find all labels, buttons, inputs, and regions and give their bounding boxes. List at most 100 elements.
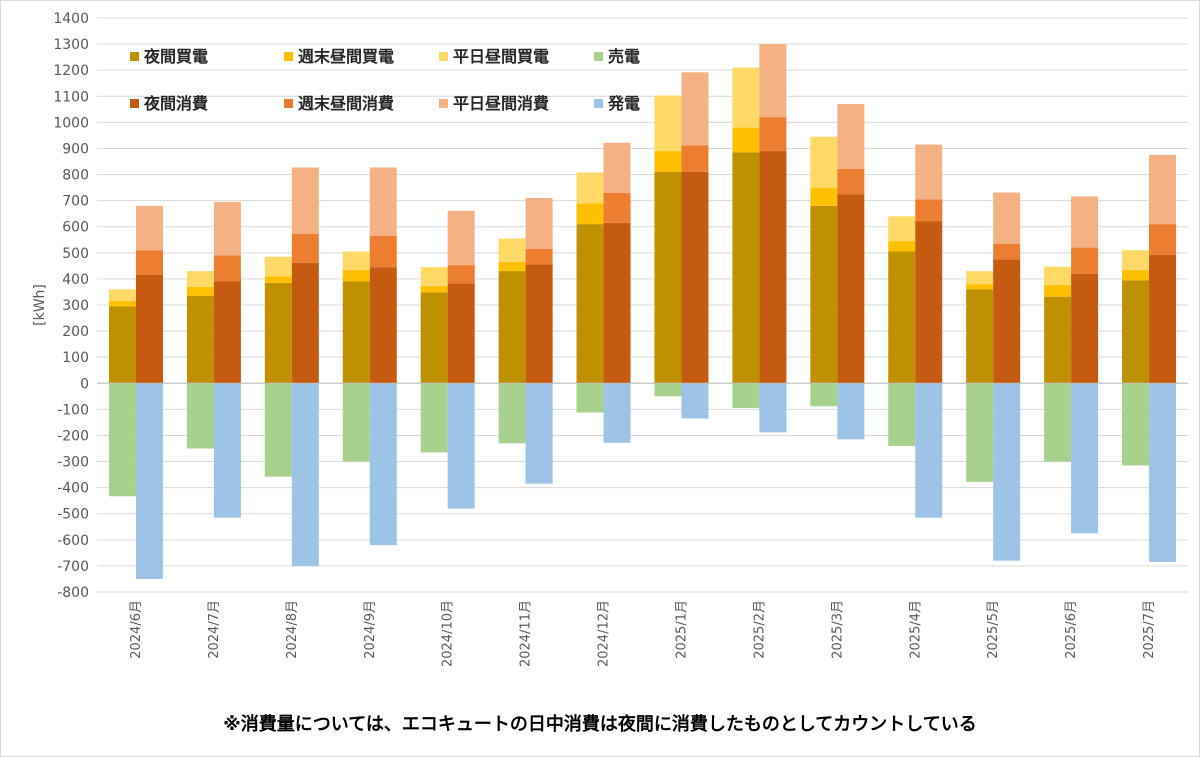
x-tick-label: 2025/7月 [1142,600,1157,659]
bar-segment [498,383,526,444]
bar-segment [603,222,631,384]
bar-segment [291,383,319,566]
bar-segment [1149,254,1177,384]
bar-segment [759,44,787,118]
bar-segment [1044,296,1072,384]
bar-segment [603,142,631,193]
bar-segment [915,199,943,222]
bar-segment [1122,383,1150,466]
bar-segment [525,248,553,265]
bar-segment [1149,154,1177,225]
legend-swatch [439,99,448,108]
bar-segment [681,171,709,384]
bar-segment [213,201,241,256]
bar-segment [654,151,682,172]
y-tick-label: 1000 [53,115,89,131]
legend-swatch [130,99,139,108]
bar-segment [186,295,214,384]
bar-segment [966,271,994,285]
bar-segment [993,383,1021,561]
x-tick-label: 2024/6月 [129,600,144,659]
x-tick-label: 2024/7月 [207,600,222,659]
bar-segment [732,152,760,384]
bar-segment [837,383,865,440]
bar-segment [264,383,292,477]
bar-segment [498,261,526,272]
y-tick-label: 800 [62,168,89,184]
bar-segment [135,205,163,251]
bar-segment [681,145,709,172]
bar-segment [498,238,526,262]
y-tick-label: 100 [62,350,89,366]
bar-segment [888,216,916,242]
y-tick-label: 700 [62,194,89,210]
bar-segment [108,289,136,302]
bar-segment [603,192,631,223]
y-tick-label: 500 [62,246,89,262]
bar-segment [837,104,865,169]
bar-segment [264,276,292,283]
y-tick-label: -700 [57,559,89,575]
legend-label: 売電 [608,47,640,66]
bar-segment [1071,273,1099,384]
legend-label: 平日昼間買電 [453,47,549,66]
y-tick-label: 900 [62,141,89,157]
y-tick-label: 0 [80,376,89,392]
bar-segment [759,151,787,384]
bar-segment [213,255,241,282]
bar-segment [603,383,631,443]
bar-segment [342,281,370,384]
legend-swatch [594,52,603,61]
bar-segment [420,292,448,384]
bar-segment [291,167,319,235]
bar-segment [966,289,994,384]
bar-segment [732,383,760,409]
legend-swatch [130,52,139,61]
bar-segment [525,198,553,249]
y-tick-label: 1400 [53,11,89,27]
y-tick-label: 1200 [53,63,89,79]
bar-segment [186,286,214,296]
bar-segment [342,251,370,270]
bar-segment [498,271,526,384]
x-tick-label: 2024/9月 [363,600,378,659]
x-tick-label: 2025/6月 [1064,600,1079,659]
bar-segment [420,285,448,293]
bar-segment [915,144,943,200]
bar-segment [420,383,448,453]
y-tick-label: -100 [57,402,89,418]
bar-segment [654,171,682,384]
bar-segment [108,306,136,384]
bar-segment [1149,383,1177,562]
bar-segment [576,224,604,384]
bar-segment [420,267,448,286]
bar-segment [291,234,319,263]
legend-swatch [284,99,293,108]
bar-segment [759,383,787,433]
y-axis-label: [kWh] [32,284,48,326]
legend-label: 夜間買電 [143,47,208,66]
legend-swatch [284,52,293,61]
bar-segment [1122,250,1150,270]
y-tick-label: 300 [62,298,89,314]
bar-segment [447,383,475,509]
bar-segment [213,383,241,518]
bar-segment [888,383,916,446]
bar-segment [759,117,787,152]
bar-segment [654,383,682,397]
bar-segment [1149,224,1177,255]
y-tick-label: 1300 [53,37,89,53]
x-tick-label: 2024/8月 [285,600,300,659]
bar-segment [576,172,604,204]
footnote: ※消費量については、エコキュートの日中消費は夜間に消費したものとしてカウントして… [223,714,977,735]
bar-segment [213,281,241,384]
legend-label: 週末昼間消費 [298,94,394,113]
bar-segment [810,205,838,384]
bar-segment [135,383,163,579]
y-tick-label: -800 [57,585,89,601]
bar-segment [810,383,838,407]
bar-segment [447,283,475,384]
bar-segment [369,235,397,268]
bar-segment [525,264,553,384]
y-tick-label: 200 [62,324,89,340]
